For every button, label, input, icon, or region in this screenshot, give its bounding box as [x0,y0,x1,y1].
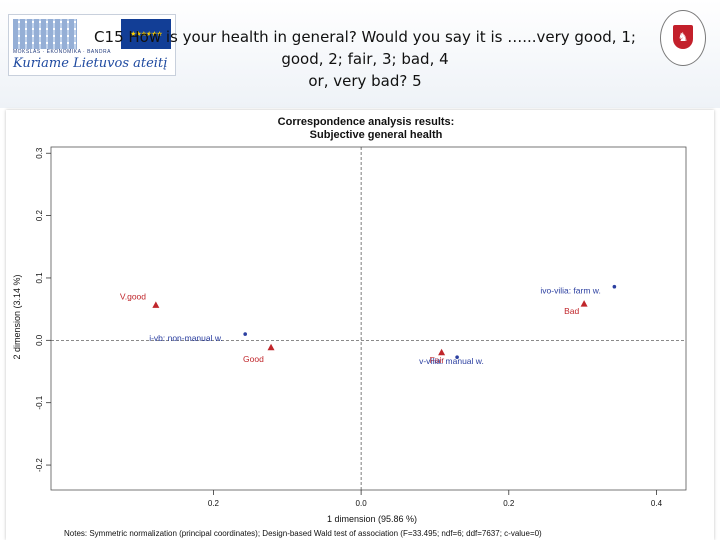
y-tick-label: 0.2 [35,209,44,221]
point-label: i-vb: non-manual w. [149,333,223,343]
y-tick-label: 0.1 [35,272,44,284]
chart-note: Notes: Symmetric normalization (principa… [64,529,542,538]
point-label: v-vilia: manual w. [419,356,484,366]
points-group: V.good Good Fair Bad i-vb: non-manual w. v-vi… [120,284,617,366]
point-label: Good [243,354,264,364]
y-axis-label: 2 dimension (3.14 %) [12,274,22,359]
university-seal-icon: ♞ [660,10,706,66]
x-tick-label: 0.0 [356,499,368,508]
chart-title: Correspondence analysis results: [278,116,455,128]
y-tick-label: -0.1 [35,395,44,409]
title-line-2: good, 2; fair, 3; bad, 4 [281,50,449,68]
triangle-marker [267,343,275,351]
header-bar: ★★★★★★ MOKSLAS · EKONOMIKA · BANDRA Kuri… [0,0,720,108]
dot-marker [243,332,247,336]
title-line-3: or, very bad? 5 [308,72,422,90]
triangle-marker [580,300,588,307]
chart-subtitle: Subjective general health [310,129,443,141]
title-line-1: C15 How is your health in general? Would… [94,28,636,46]
x-tick-label: 0.2 [208,499,220,508]
y-tick-label: 0.0 [35,334,44,346]
triangle-marker [438,348,446,356]
y-tick-label: 0.3 [35,147,44,159]
coat-of-arms-icon: ♞ [673,25,693,49]
logo-org-text: MOKSLAS · EKONOMIKA · BANDRA [13,49,111,55]
dot-marker [455,355,459,359]
axes-group: 0.2 0.0 0.2 0.4 0.3 0.2 0.1 0.0 -0.1 -0.2 [35,147,686,508]
x-tick-label: 0.4 [651,499,663,508]
chart-panel: Correspondence analysis results: Subject… [6,110,714,540]
slide-title: C15 How is your health in general? Would… [40,26,690,92]
logo-slogan: Kuriame Lietuvos ateitį [13,56,168,71]
esf-logo: ★★★★★★ MOKSLAS · EKONOMIKA · BANDRA Kuri… [8,14,176,76]
point-label: Bad [564,306,579,316]
correspondence-chart: Correspondence analysis results: Subject… [12,116,687,538]
plot-area [50,146,687,491]
y-tick-label: -0.2 [35,458,44,472]
mosaic-logo-icon [13,19,77,49]
dot-marker [612,284,617,289]
point-label: Fair [430,355,445,365]
point-label: V.good [120,291,146,301]
x-tick-label: 0.2 [503,499,515,508]
x-axis-label: 1 dimension (95.86 %) [327,514,417,524]
eu-flag-icon: ★★★★★★ [121,19,171,49]
point-label: ivo-vilia: farm w. [540,286,600,296]
triangle-marker [152,301,160,308]
